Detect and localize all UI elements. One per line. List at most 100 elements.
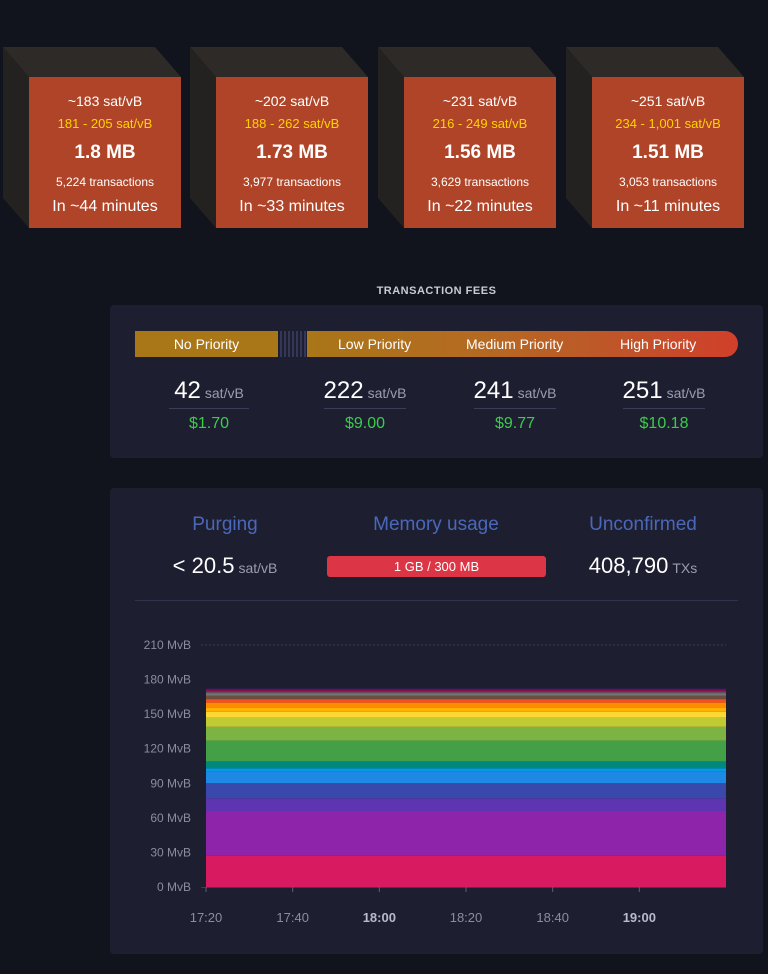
y-tick-label: 120 MvB — [144, 742, 191, 756]
block-transaction-count: 5,224 transactions — [55, 175, 155, 189]
mempool-block[interactable]: ~202 sat/vB 188 - 262 sat/vB 1.73 MB 3,9… — [190, 47, 368, 230]
low-priority-label: Low Priority — [338, 336, 412, 352]
fee-usd: $9.00 — [344, 415, 386, 432]
x-tick-label: 17:40 — [276, 910, 309, 925]
block-size: 1.73 MB — [256, 142, 328, 163]
fee-usd: $9.77 — [494, 415, 536, 432]
fee-high-priority: 251 sat/vB $10.18 — [594, 377, 734, 433]
block-fee-range: 181 - 205 sat/vB — [57, 116, 153, 131]
block-fee-range: 216 - 249 sat/vB — [432, 116, 528, 131]
fee-rate: 251 sat/vB — [622, 377, 706, 409]
medium-priority-label: Medium Priority — [466, 336, 564, 352]
fee-band-area[interactable] — [206, 810, 726, 856]
priority-gradient-bar: Low Priority Medium Priority High Priori… — [307, 331, 738, 357]
block-side-face — [566, 47, 592, 228]
fee-band-area[interactable] — [206, 699, 726, 703]
fee-band-area[interactable] — [206, 726, 726, 741]
block-front: ~202 sat/vB 188 - 262 sat/vB 1.73 MB 3,9… — [216, 77, 368, 228]
fee-usd: $10.18 — [639, 415, 689, 432]
block-transaction-count: 3,053 transactions — [618, 175, 718, 189]
fee-no-priority: 42 sat/vB $1.70 — [139, 377, 279, 433]
x-tick-label: 17:20 — [190, 910, 223, 925]
fee-band-area[interactable] — [206, 855, 726, 887]
fee-rate-value: 241 — [473, 377, 514, 404]
fee-rate: 42 sat/vB — [169, 377, 249, 409]
purging-fee: < 20.5 — [172, 553, 235, 578]
block-top-face — [378, 47, 556, 77]
fee-medium-priority: 241 sat/vB $9.77 — [445, 377, 585, 433]
y-tick-label: 0 MvB — [157, 880, 191, 894]
purging-unit: sat/vB — [238, 560, 278, 576]
fee-rate-unit: sat/vB — [367, 385, 407, 401]
block-front: ~183 sat/vB 181 - 205 sat/vB 1.8 MB 5,22… — [29, 77, 181, 228]
block-size: 1.8 MB — [74, 142, 136, 163]
block-eta: In ~33 minutes — [239, 198, 345, 215]
x-tick-label: 18:00 — [363, 910, 396, 925]
fee-rate-unit: sat/vB — [517, 385, 557, 401]
unconfirmed-label: Unconfirmed — [589, 514, 697, 535]
block-eta: In ~44 minutes — [52, 198, 158, 215]
y-tick-label: 90 MvB — [150, 776, 191, 790]
block-transaction-count: 3,977 transactions — [242, 175, 342, 189]
x-tick-label: 18:40 — [536, 910, 569, 925]
block-size: 1.56 MB — [444, 142, 516, 163]
no-priority-bar: No Priority — [135, 331, 278, 357]
block-fee-range: 188 - 262 sat/vB — [244, 116, 340, 131]
mempool-stats-card: Purging Memory usage Unconfirmed < 20.5 s… — [110, 488, 763, 954]
y-tick-label: 60 MvB — [150, 811, 191, 825]
fee-band-area[interactable] — [206, 688, 726, 690]
fee-band-area[interactable] — [206, 702, 726, 708]
unconfirmed-value: 408,790 TXs — [568, 553, 718, 579]
memory-usage-label: Memory usage — [373, 514, 499, 535]
block-side-face — [190, 47, 216, 228]
block-median-fee: ~202 sat/vB — [254, 93, 330, 109]
fee-rate-value: 251 — [622, 377, 663, 404]
fee-band-area[interactable] — [206, 691, 726, 693]
unconfirmed-count: 408,790 — [588, 553, 669, 578]
block-median-fee: ~251 sat/vB — [630, 93, 706, 109]
mempool-block[interactable]: ~251 sat/vB 234 - 1,001 sat/vB 1.51 MB 3… — [566, 47, 744, 230]
fee-low-priority: 222 sat/vB $9.00 — [295, 377, 435, 433]
mempool-block[interactable]: ~231 sat/vB 216 - 249 sat/vB 1.56 MB 3,6… — [378, 47, 556, 230]
block-side-face — [378, 47, 404, 228]
x-tick-label: 19:00 — [623, 910, 656, 925]
fee-band-area[interactable] — [206, 695, 726, 700]
high-priority-label: High Priority — [620, 336, 697, 352]
unconfirmed-unit: TXs — [672, 560, 698, 576]
block-front: ~231 sat/vB 216 - 249 sat/vB 1.56 MB 3,6… — [404, 77, 556, 228]
fee-band-area[interactable] — [206, 693, 726, 696]
block-transaction-count: 3,629 transactions — [430, 175, 530, 189]
fee-band-area[interactable] — [206, 717, 726, 727]
fee-rate-value: 42 — [174, 377, 201, 404]
block-median-fee: ~183 sat/vB — [67, 93, 143, 109]
fee-band-area[interactable] — [206, 771, 726, 784]
block-size: 1.51 MB — [632, 142, 704, 163]
x-tick-label: 18:20 — [450, 910, 483, 925]
y-tick-label: 180 MvB — [144, 673, 191, 687]
purging-label: Purging — [192, 514, 258, 535]
priority-gap-bar — [280, 331, 306, 357]
transaction-fees-title: TRANSACTION FEES — [376, 285, 497, 297]
block-median-fee: ~231 sat/vB — [442, 93, 518, 109]
fee-band-area[interactable] — [206, 768, 726, 772]
fee-band-area[interactable] — [206, 740, 726, 762]
fee-usd: $1.70 — [188, 415, 230, 432]
fee-band-area[interactable] — [206, 692, 726, 694]
mempool-block[interactable]: ~183 sat/vB 181 - 205 sat/vB 1.8 MB 5,22… — [3, 47, 181, 230]
fee-band-area[interactable] — [206, 707, 726, 712]
fee-band-area[interactable] — [206, 798, 726, 811]
fee-band-area[interactable] — [206, 783, 726, 799]
block-front: ~251 sat/vB 234 - 1,001 sat/vB 1.51 MB 3… — [592, 77, 744, 228]
fee-rate-value: 222 — [323, 377, 364, 404]
block-top-face — [190, 47, 368, 77]
block-top-face — [566, 47, 744, 77]
transaction-fees-card: No Priority Low Priority Medium Priority… — [110, 305, 763, 458]
fee-rate-unit: sat/vB — [204, 385, 244, 401]
fee-band-area[interactable] — [206, 711, 726, 718]
y-tick-label: 210 MvB — [144, 638, 191, 652]
fee-band-area[interactable] — [206, 761, 726, 769]
fee-band-area[interactable] — [206, 689, 726, 692]
block-side-face — [3, 47, 29, 228]
mempool-size-chart[interactable]: 0 MvB 30 MvB 60 MvB 90 MvB 120 MvB 150 MvB 180… — [110, 488, 763, 954]
block-eta: In ~22 minutes — [427, 198, 533, 215]
